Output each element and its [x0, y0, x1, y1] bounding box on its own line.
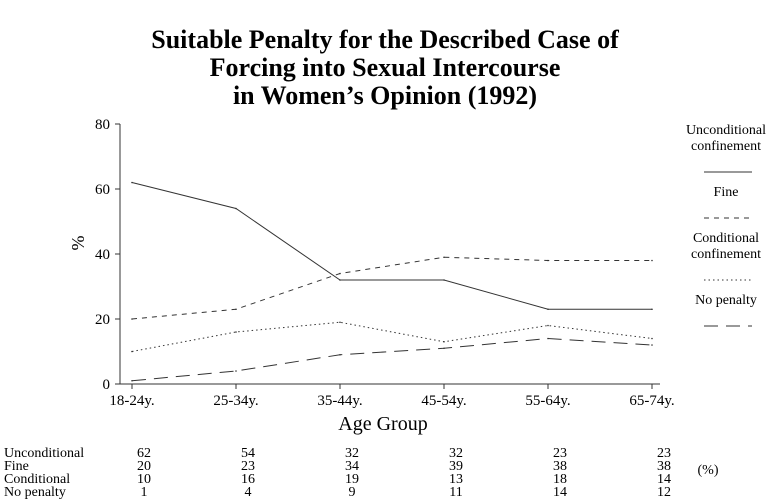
legend-label: confinement [691, 139, 761, 154]
table-cell: 23 [657, 446, 671, 461]
series-0-point [131, 181, 133, 184]
x-axis-ticks: 18-24y. 25-34y. 35-44y. 45-54y. 55-64y. 65-74… [109, 384, 675, 409]
series-3-point [547, 337, 549, 340]
y-tick-label: 40 [95, 247, 110, 263]
series-lines [131, 181, 653, 382]
series-0-point [443, 279, 445, 281]
table-cell: 9 [349, 485, 356, 500]
legend-label: Fine [714, 185, 739, 200]
series-line-0 [131, 182, 652, 310]
legend-label: Conditional [693, 231, 759, 246]
series-2-point [547, 324, 549, 327]
table-cell: 19 [345, 472, 359, 487]
series-3-point [651, 344, 653, 346]
table-cell: 12 [657, 485, 671, 500]
series-3-point [443, 347, 445, 350]
series-line-2 [131, 321, 653, 352]
table-cell: 62 [137, 446, 151, 461]
series-0-point [547, 308, 549, 311]
y-axis-label: % [68, 236, 88, 251]
table-cell: 38 [553, 459, 567, 474]
x-tick-label: 55-64y. [525, 393, 570, 409]
series-2-point [235, 331, 237, 333]
y-tick-label: 20 [95, 312, 110, 328]
table-cell: 16 [241, 472, 255, 487]
series-line-1 [131, 256, 652, 320]
table-cell: 32 [345, 446, 359, 461]
series-3-point [339, 353, 341, 356]
series-2-point [443, 340, 445, 343]
x-tick-label: 25-34y. [213, 393, 258, 409]
series-3-point [235, 370, 237, 372]
y-tick-label: 80 [95, 117, 110, 133]
table-cell: 4 [245, 485, 252, 500]
table-cell: 13 [449, 472, 463, 487]
series-2-point [651, 337, 653, 340]
series-2-point [339, 321, 341, 324]
table-cell: 54 [241, 446, 255, 461]
x-tick-label: 18-24y. [109, 393, 154, 409]
legend-label: Unconditional [686, 123, 766, 138]
legend-label: confinement [691, 247, 761, 262]
series-1-point [651, 259, 653, 262]
chart-title: Suitable Penalty for the Described Case … [151, 25, 619, 110]
series-0-point [339, 279, 341, 281]
chart-title-line-2: Forcing into Sexual Intercourse [210, 53, 561, 82]
table-rows: Unconditional 62 54 32 32 23 23 Fine 20 23 34 39 38 3… [4, 446, 671, 500]
series-0-point [651, 308, 653, 311]
y-tick-label: 0 [103, 377, 111, 393]
table-cell: 1 [141, 485, 148, 500]
series-line-3 [131, 337, 653, 382]
table-cell: 38 [657, 459, 671, 474]
y-axis-ticks: 0 20 40 60 80 [95, 117, 120, 393]
table-cell: 20 [137, 459, 151, 474]
table-row-label: Unconditional [4, 446, 84, 461]
x-tick-label: 45-54y. [421, 393, 466, 409]
table-cell: 11 [449, 485, 462, 500]
series-1-point [235, 308, 237, 311]
data-table: Unconditional 62 54 32 32 23 23 Fine 20 23 34 39 38 3… [4, 446, 719, 500]
chart-title-line-3: in Women’s Opinion (1992) [233, 81, 537, 110]
chart-title-line-1: Suitable Penalty for the Described Case … [151, 25, 619, 54]
table-cell: 14 [553, 485, 567, 500]
legend-label: No penalty [695, 293, 757, 308]
table-cell: 14 [657, 472, 671, 487]
table-cell: 23 [241, 459, 255, 474]
table-row-label: Conditional [4, 472, 70, 487]
legend: UnconditionalconfinementFineConditionalc… [686, 123, 766, 327]
x-axis-label: Age Group [338, 413, 427, 435]
x-tick-label: 65-74y. [629, 393, 674, 409]
table-row-label: No penalty [4, 485, 66, 500]
table-cell: 32 [449, 446, 463, 461]
series-3-point [131, 379, 133, 382]
table-row-label: Fine [4, 459, 29, 474]
y-tick-label: 60 [95, 182, 110, 198]
table-unit-label: (%) [698, 463, 719, 478]
table-cell: 23 [553, 446, 567, 461]
table-cell: 39 [449, 459, 463, 474]
series-2-point [131, 350, 133, 353]
plot-area: 0 20 40 60 80 18-24y. 25-34y. 35-44y. 45-54y. 55… [95, 117, 675, 409]
x-tick-label: 35-44y. [317, 393, 362, 409]
series-1-point [547, 259, 549, 262]
table-cell: 18 [553, 472, 567, 487]
table-cell: 34 [345, 459, 359, 474]
table-cell: 10 [137, 472, 151, 487]
series-1-point [443, 256, 445, 259]
series-1-point [131, 318, 133, 320]
series-1-point [339, 272, 341, 275]
series-0-point [235, 207, 237, 210]
